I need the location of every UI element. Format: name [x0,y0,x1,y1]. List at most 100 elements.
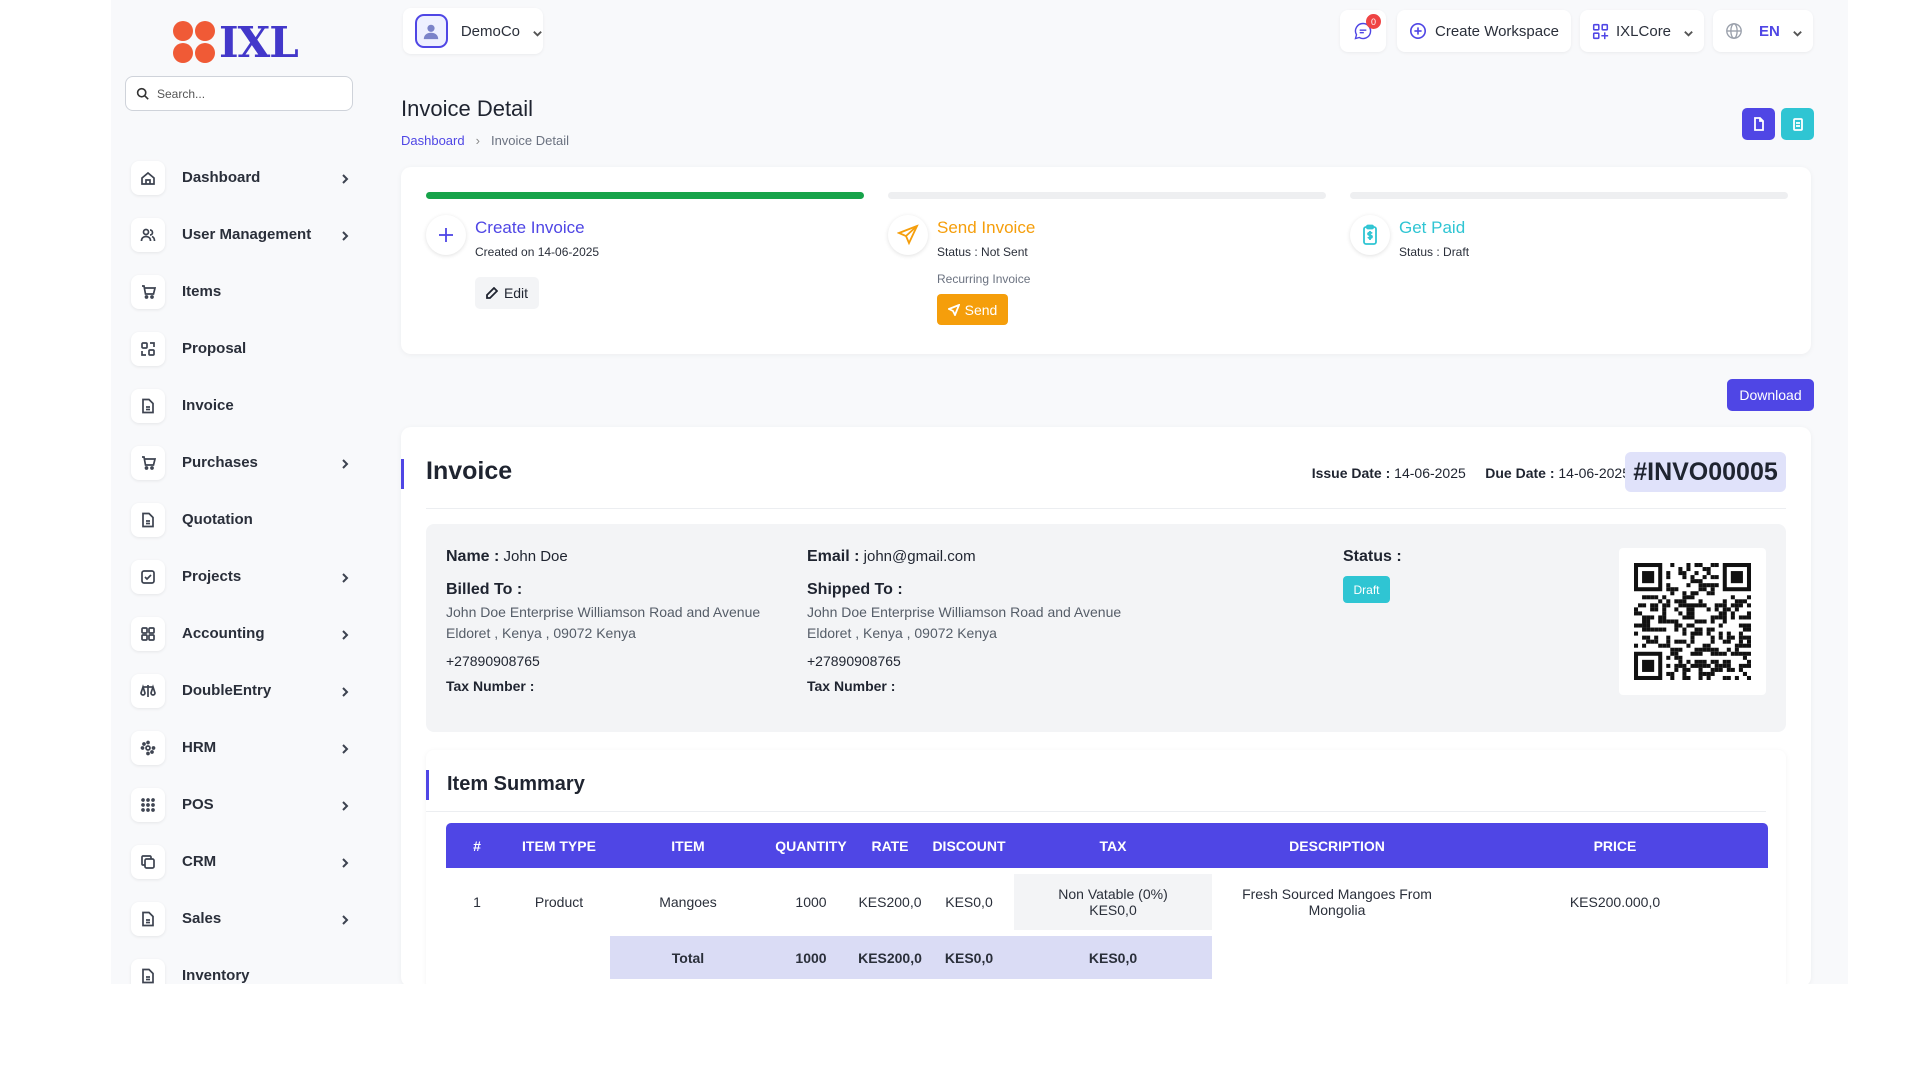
sidebar-item-label: Items [182,283,222,300]
sidebar-item-label: Proposal [182,340,247,357]
billed-to-label: Billed To : [446,581,523,598]
empty-cell [446,936,508,979]
customer-name: John Doe [503,548,568,565]
sidebar-item-hrm[interactable]: HRM [131,719,353,776]
search-input[interactable] [157,86,347,101]
chevron-right-icon [339,457,351,469]
app-logo[interactable]: IXL [173,18,299,67]
sidebar-search[interactable] [125,76,353,111]
item-summary-card: Item Summary # ITEM TYPE ITEM QUANTITY RATE D… [426,750,1786,984]
copy-link-button[interactable] [1781,108,1814,140]
file-icon [131,388,165,423]
shipped-to-column: Email : john@gmail.com Shipped To : John… [807,548,1121,694]
chevron-right-icon: › [475,133,480,148]
sidebar-item-label: Projects [182,568,242,585]
column-header: TAX [1099,837,1127,854]
download-button[interactable]: Download [1727,379,1814,411]
billed-tax-number: Tax Number : [446,678,535,694]
workspace-grid-icon [1592,23,1609,39]
name-label: Name : [446,548,500,565]
step-create-sub: Created on 14-06-2025 [475,245,600,259]
dots-grid-icon [131,787,165,822]
shipped-to-label: Shipped To : [807,581,903,598]
send-invoice-button[interactable]: Send [937,294,1008,325]
edit-label: Edit [503,285,529,301]
total-label: Total [610,936,766,979]
swap-icon [131,331,165,366]
chevron-right-icon [339,628,351,640]
progress-bar-create [426,192,864,199]
table-cell: 1000 [795,894,827,910]
column-header: ITEM TYPE [522,837,596,854]
column-header: # [473,837,481,854]
sidebar-item-label: POS [182,796,214,813]
items-table: # ITEM TYPE ITEM QUANTITY RATE DISCOUNT TAX DES… [446,823,1768,979]
divider [426,508,1786,509]
total-rate: KES200,0 [856,936,924,979]
column-header: DESCRIPTION [1289,837,1385,854]
copy-icon [131,844,165,879]
sidebar-item-items[interactable]: Items [131,263,353,320]
logo-text: IXL [219,18,299,67]
create-workspace-button[interactable]: Create Workspace [1397,10,1571,52]
sidebar-item-doubleentry[interactable]: DoubleEntry [131,662,353,719]
step-create-title: Create Invoice [475,218,585,237]
invoice-number: #INVO00005 [1625,452,1786,492]
divider [426,811,1766,812]
step-send-status: Status : Not Sent [937,245,1028,259]
checkbox-icon [131,559,165,594]
total-discount: KES0,0 [924,936,1014,979]
user-icon [424,24,439,40]
sidebar-item-label: Inventory [182,967,250,984]
sidebar-item-label: Sales [182,910,222,927]
billed-address-line1: John Doe Enterprise Williamson Road and … [446,604,761,620]
send-icon [888,215,928,255]
sidebar-item-accounting[interactable]: Accounting [131,605,353,662]
home-icon [131,160,165,195]
edit-invoice-button[interactable]: Edit [475,277,539,309]
chevron-down-icon [1683,26,1694,37]
sidebar-item-pos[interactable]: POS [131,776,353,833]
breadcrumb-dashboard-link[interactable]: Dashboard [401,133,465,148]
pencil-icon [486,287,498,299]
language-switcher[interactable]: EN [1713,10,1813,52]
section-accent [426,770,429,800]
sidebar-item-label: Dashboard [182,169,261,186]
sidebar-item-dashboard[interactable]: Dashboard [131,149,353,206]
sidebar-item-purchases[interactable]: Purchases [131,434,353,491]
sidebar-item-user-management[interactable]: User Management [131,206,353,263]
table-cell: Fresh Sourced Mangoes From Mongolia [1242,886,1432,918]
column-header: DISCOUNT [932,837,1006,854]
progress-bar-paid [1350,192,1788,199]
org-switcher[interactable]: DemoCo [403,8,543,54]
send-icon [947,303,960,316]
chevron-right-icon [339,685,351,697]
sidebar-item-label: HRM [182,739,217,756]
create-workspace-label: Create Workspace [1435,22,1559,40]
sidebar-item-proposal[interactable]: Proposal [131,320,353,377]
sidebar-item-inventory[interactable]: Inventory [131,947,353,984]
sidebar-item-projects[interactable]: Projects [131,548,353,605]
cart-icon [131,445,165,480]
file-icon [131,502,165,537]
empty-cell [1462,936,1768,979]
chevron-down-icon [1792,26,1803,37]
sidebar-item-quotation[interactable]: Quotation [131,491,353,548]
issue-date: 14-06-2025 [1394,465,1466,481]
sidebar-item-invoice[interactable]: Invoice [131,377,353,434]
progress-bar-send [888,192,1326,199]
workspace-switcher[interactable]: IXLCore [1580,10,1704,52]
due-date: 14-06-2025 [1558,465,1630,481]
messages-button[interactable]: 0 [1340,10,1386,52]
shipped-tax-number: Tax Number : [807,678,896,694]
invoice-progress-card: Create Invoice Created on 14-06-2025 Edi… [401,167,1811,354]
email-label: Email : [807,548,860,565]
view-document-button[interactable] [1742,108,1775,140]
sidebar-item-sales[interactable]: Sales [131,890,353,947]
globe-icon [1726,23,1742,39]
empty-cell [508,936,610,979]
sidebar-item-crm[interactable]: CRM [131,833,353,890]
sidebar-item-label: Accounting [182,625,265,642]
column-header: PRICE [1593,837,1637,854]
sidebar: IXL Dashboard User Management Items Proposa… [111,0,391,984]
